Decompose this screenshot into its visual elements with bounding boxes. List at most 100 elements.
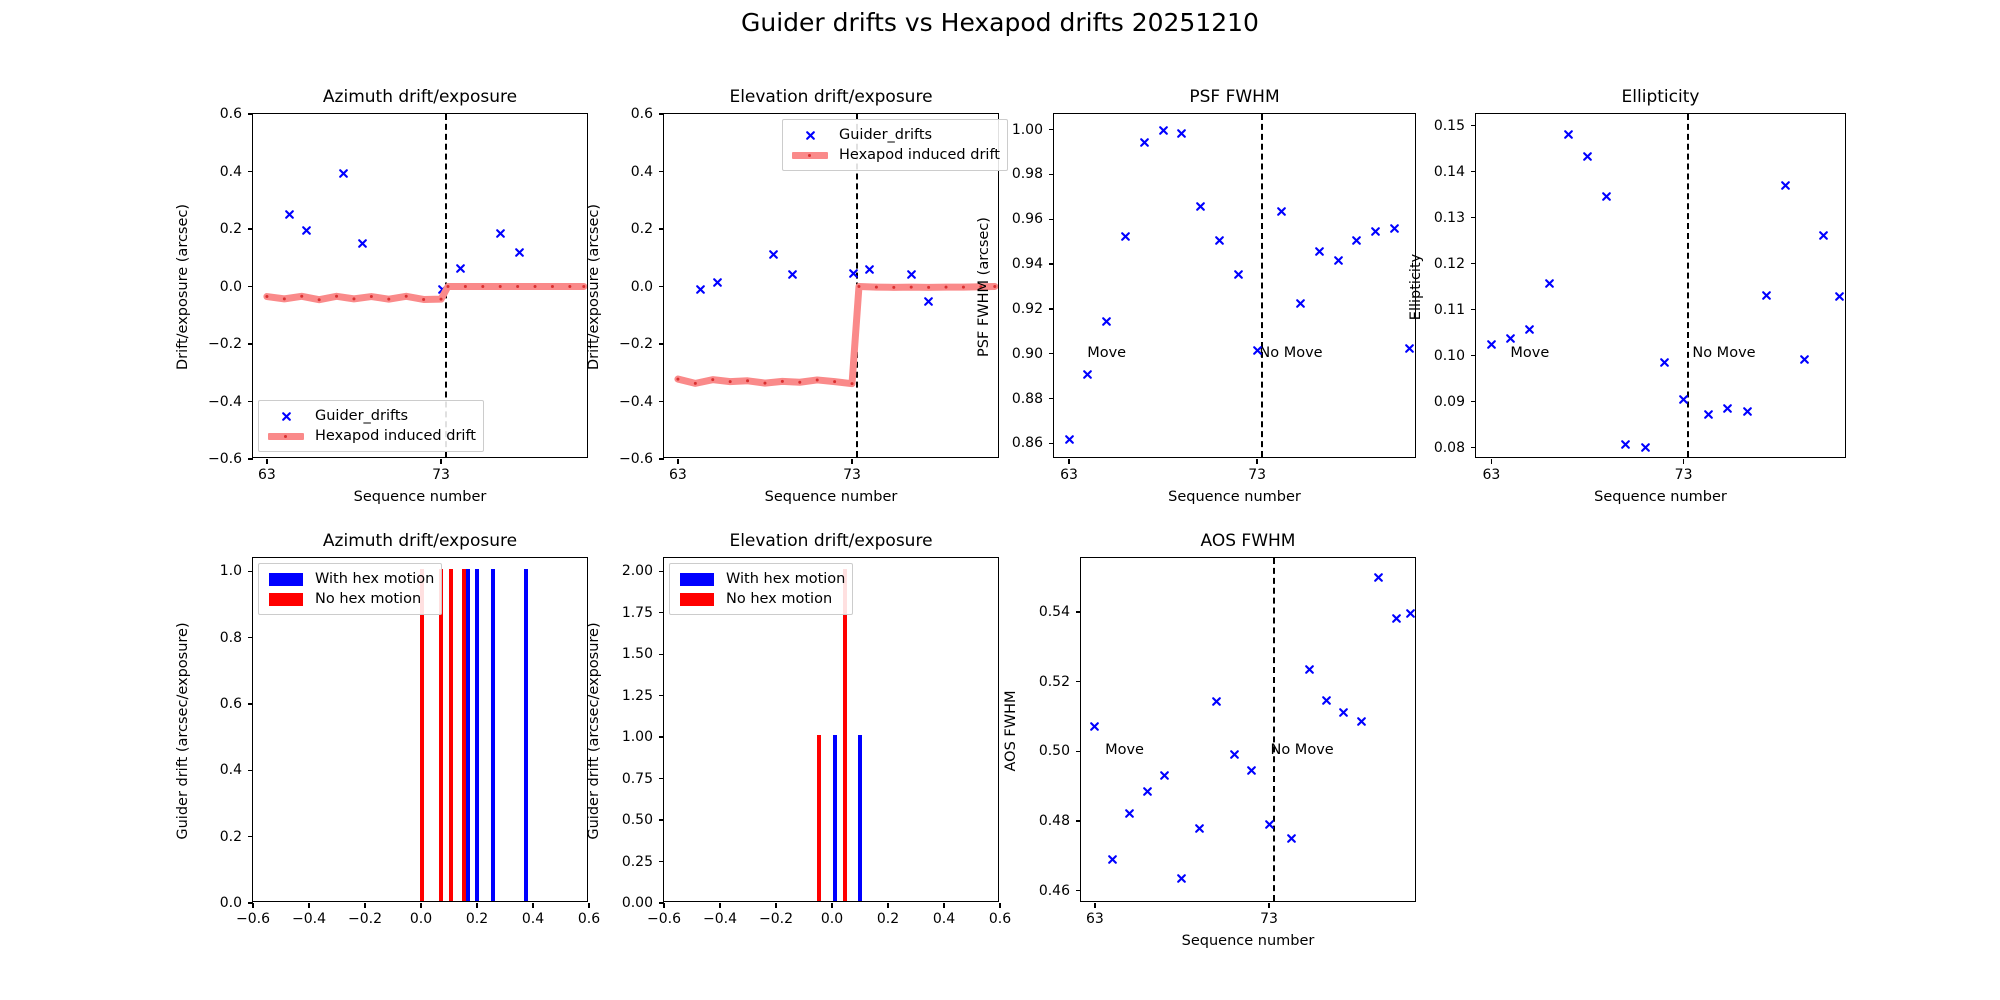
data-point-marker <box>924 297 933 306</box>
xtick-label: −0.4 <box>292 911 326 927</box>
legend-row-hexapod: Hexapod induced drift <box>790 145 1000 165</box>
legend-azimuth-histogram[interactable]: With hex motion No hex motion <box>258 563 443 615</box>
data-point-marker <box>339 168 348 178</box>
ytick-label: 0.50 <box>621 812 653 829</box>
ytick-label: 0.54 <box>1038 604 1070 620</box>
legend-label-hexapod: Hexapod induced drift <box>839 146 1000 163</box>
xtick-mark <box>663 903 665 908</box>
legend-label-with-hex: With hex motion <box>726 570 846 587</box>
xtick-label: 73 <box>432 467 450 483</box>
xtick-label: 0.4 <box>521 911 545 927</box>
xtick-mark <box>719 903 721 908</box>
xtick-mark <box>588 903 590 908</box>
bar-with-hex-motion <box>524 569 529 901</box>
data-point-marker <box>1177 128 1187 138</box>
legend-row-with-hex: With hex motion <box>266 569 434 589</box>
ytick-label: 0.96 <box>1011 211 1043 228</box>
plot-area-aos-fwhm: Move No Move <box>1081 558 1415 901</box>
plot-axes-ellipticity: Move No Move 0.08 0.09 0.10 0.11 0.12 0.13 0.14 0… <box>1408 113 1846 505</box>
xtick-label: 0.0 <box>820 911 844 927</box>
legend-label-no-hex: No hex motion <box>726 590 833 607</box>
with-hex-swatch <box>680 572 714 586</box>
ytick-label: 0.0 <box>219 278 242 295</box>
xtick-mark <box>999 903 1001 908</box>
legend-row-guider: Guider_drifts <box>790 125 1000 145</box>
ylabel-psf-fwhm: PSF FWHM (arcsec) <box>976 216 992 357</box>
data-point-marker <box>1304 664 1314 674</box>
xtick-mark <box>943 903 945 908</box>
bar-with-hex-motion <box>466 569 471 901</box>
legend-azimuth-drift[interactable]: Guider_drifts Hexapod induced drift <box>258 400 484 452</box>
data-point-marker <box>1339 707 1349 717</box>
data-point-marker <box>1819 231 1829 241</box>
bar-with-hex-motion <box>490 569 495 901</box>
ytick-mark <box>1049 129 1054 131</box>
ytick-mark <box>659 653 664 655</box>
legend-elevation-histogram[interactable]: With hex motion No hex motion <box>669 563 854 615</box>
data-point-marker <box>1544 279 1554 289</box>
ytick-label: 0.50 <box>1038 743 1070 760</box>
ylabel-aos-fwhm: AOS FWHM <box>1003 690 1019 771</box>
ytick-mark <box>1049 353 1054 355</box>
guider-marker-icon <box>790 130 830 140</box>
data-point-marker <box>1723 404 1733 414</box>
ytick-label: −0.2 <box>208 336 242 352</box>
legend-label-guider: Guider_drifts <box>839 126 933 143</box>
xtick-mark <box>1490 459 1493 464</box>
xtick-mark <box>266 459 268 464</box>
hexapod-drift-line <box>674 283 998 388</box>
ytick-label: 0.14 <box>1433 163 1465 180</box>
ytick-mark <box>659 777 664 780</box>
ytick-label: 1.50 <box>621 646 653 663</box>
ytick-mark <box>1471 124 1476 127</box>
bar-no-hex-motion <box>439 569 444 901</box>
xtick-mark <box>440 459 442 464</box>
data-point-marker <box>1121 231 1130 241</box>
panel-title-azimuth-drift: Azimuth drift/exposure <box>322 87 518 107</box>
data-point-marker <box>865 264 874 274</box>
ytick-label: 0.48 <box>1038 813 1070 830</box>
ytick-mark <box>248 113 253 115</box>
ytick-mark <box>659 736 664 738</box>
no-hex-swatch-icon <box>677 592 717 606</box>
panel-elevation-histogram: Elevation drift/exposure 0.00 0.25 0.50 0.75… <box>586 531 1011 927</box>
ytick-mark <box>248 343 253 345</box>
ytick-label: 0.11 <box>1433 301 1465 318</box>
data-point-marker <box>1487 340 1496 349</box>
bar-with-hex-motion <box>475 569 479 901</box>
hexapod-drift-line <box>263 283 587 304</box>
bar-no-hex-motion <box>419 569 424 901</box>
data-point-marker <box>1704 410 1713 420</box>
ytick-mark <box>659 400 664 403</box>
data-point-marker <box>1374 572 1384 582</box>
panel-title-ellipticity: Ellipticity <box>1621 87 1700 107</box>
plot-axes-azimuth-drift: −0.6 −0.4 −0.2 0.0 0.2 0.4 0.6 63 73 Drift/exposu… <box>175 106 588 505</box>
data-point-marker <box>1834 292 1844 301</box>
with-hex-swatch-icon <box>266 572 306 586</box>
ytick-label: −0.4 <box>619 393 653 410</box>
legend-elevation-drift[interactable]: Guider_drifts Hexapod induced drift <box>782 119 1008 171</box>
panel-title-aos-fwhm: AOS FWHM <box>1200 531 1296 551</box>
ytick-label: 0.6 <box>630 106 653 122</box>
plot-area-azimuth-histogram <box>253 558 587 901</box>
data-point-marker <box>1602 192 1612 202</box>
data-point-marker <box>769 250 779 259</box>
ylabel-azimuth-histogram: Guider drift (arcsec/exposure) <box>175 621 191 840</box>
ytick-label: 0.4 <box>219 762 242 779</box>
ytick-mark <box>248 400 253 403</box>
xtick-mark <box>831 903 833 908</box>
xtick-mark <box>1682 459 1685 464</box>
ytick-label: 0.86 <box>1011 435 1043 452</box>
ytick-label: 0.94 <box>1011 256 1043 273</box>
plot-axes-azimuth-histogram: 0.0 0.2 0.4 0.6 0.8 1.0 −0.6 −0.4 −0.2 0.0 0.2 0.4 0… <box>175 557 600 927</box>
data-point-marker <box>1215 236 1224 245</box>
data-point-marker <box>1287 834 1296 843</box>
data-point-marker <box>1352 236 1362 245</box>
ytick-label: 2.00 <box>621 563 653 580</box>
xtick-label: 73 <box>1260 911 1278 927</box>
ytick-label: 0.2 <box>630 221 653 237</box>
xtick-mark <box>1256 459 1258 464</box>
bar-no-hex-motion <box>842 569 847 901</box>
data-point-marker <box>1742 407 1752 416</box>
ytick-mark <box>1076 750 1081 753</box>
